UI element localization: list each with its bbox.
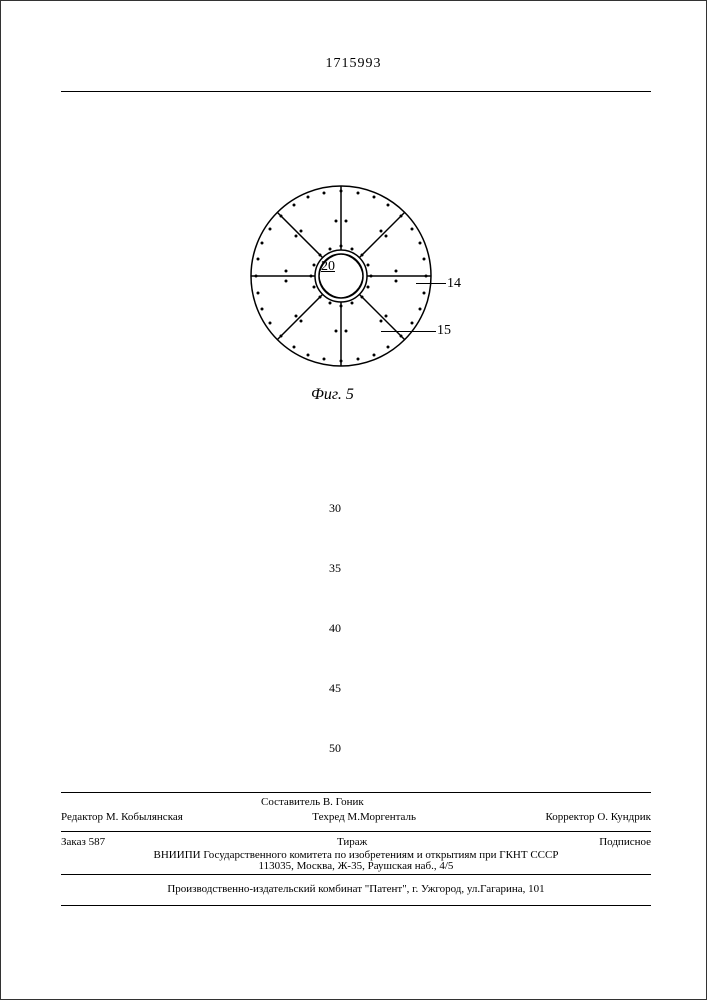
line-number: 50 [329,741,341,756]
publisher: Производственно-издательский комбинат "П… [61,883,651,895]
figure-label-15: 15 [437,323,451,339]
document-number: 1715993 [326,56,382,72]
figure-5 [241,176,441,376]
editor-credit: Редактор М. Кобылянская [61,811,183,823]
line-number: 40 [329,621,341,636]
segmented-wheel-diagram [241,176,441,376]
figure-label-14: 14 [447,276,461,292]
subscription: Подписное [599,836,651,848]
line-number: 45 [329,681,341,696]
credits-row: Редактор М. Кобылянская Техред М.Моргент… [61,811,651,823]
line-number: 30 [329,501,341,516]
figure-caption: Фиг. 5 [311,386,354,404]
line-number: 35 [329,561,341,576]
leader-line-15 [381,331,436,332]
leader-line-14 [416,283,446,284]
composer-label: Составитель [261,796,320,808]
page-frame: 1715993 [0,0,707,1000]
tech-credit: Техред М.Моргенталь [312,811,416,823]
order-info: Заказ 587 [61,836,105,848]
print-run: Тираж [337,836,367,848]
corrector-credit: Корректор О. Кундрик [546,811,651,823]
divider-line [61,792,651,793]
composer-name: В. Гоник [323,796,364,808]
figure-label-20: 20 [321,259,335,275]
order-row: Заказ 587 Тираж Подписное [61,836,651,848]
divider-line [61,831,651,832]
composer-credit: Составитель В. Гоник [261,796,364,808]
divider-line [61,874,651,875]
address: 113035, Москва, Ж-35, Раушская наб., 4/5 [61,860,651,872]
